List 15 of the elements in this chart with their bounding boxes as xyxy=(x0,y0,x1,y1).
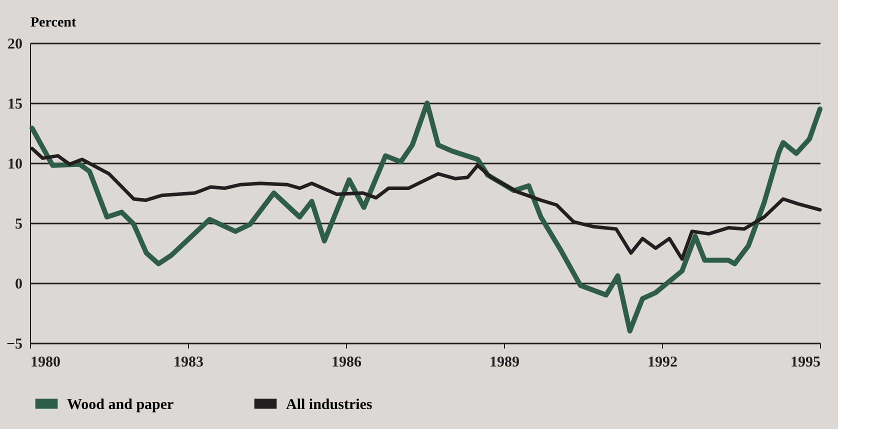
x-tick-label: 1980 xyxy=(30,354,60,370)
x-tick-label: 1989 xyxy=(490,354,520,370)
y-tick-label: 0 xyxy=(15,276,22,292)
y-tick-label: −5 xyxy=(6,336,22,352)
legend-label: Wood and paper xyxy=(67,396,174,413)
y-tick-label: 20 xyxy=(8,36,22,52)
y-tick-label: 5 xyxy=(15,216,22,232)
legend-label: All industries xyxy=(286,396,372,413)
x-tick-label: 1992 xyxy=(648,354,678,370)
y-tick-label: 10 xyxy=(8,156,22,172)
x-tick-label: 1983 xyxy=(174,354,204,370)
x-tick-label: 1995 xyxy=(790,354,820,370)
y-axis-title: Percent xyxy=(30,16,76,30)
x-tick-label: 1986 xyxy=(332,354,362,370)
y-tick-label: 15 xyxy=(8,96,22,112)
